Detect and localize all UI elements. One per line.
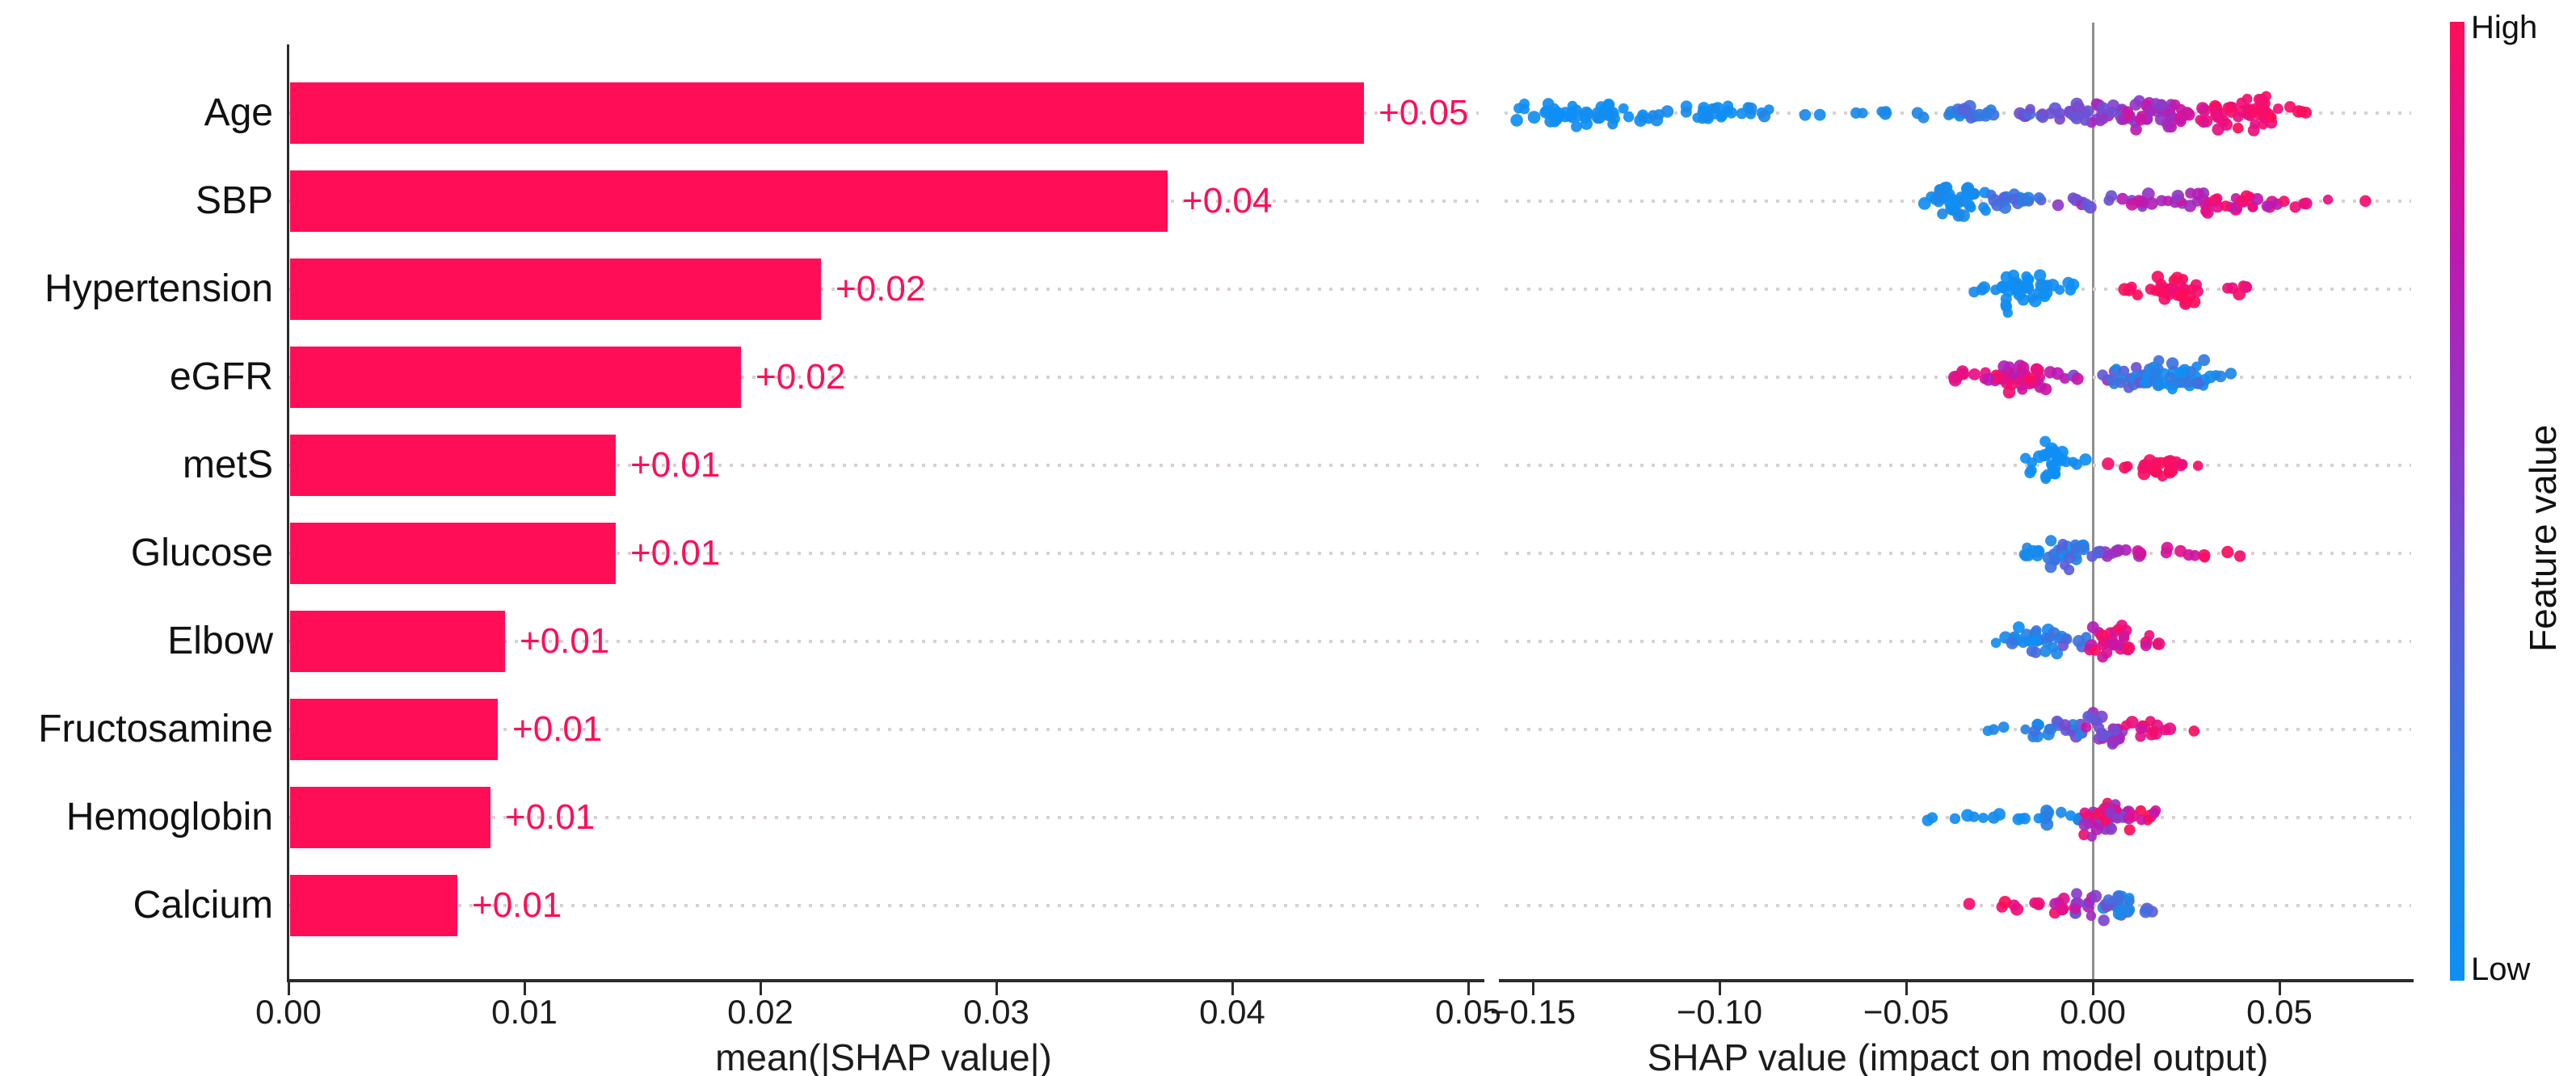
bar: [290, 435, 616, 496]
gridline: [288, 552, 1479, 555]
beeswarm-row-elbow: [1990, 620, 2166, 663]
beeswarm-row-glucose: [2018, 535, 2246, 576]
beeswarm-row-hemoglobin: [1921, 797, 2161, 842]
gridline: [1505, 464, 2411, 467]
left-xtick-label: 0.01: [491, 993, 558, 1031]
right-xtick-mark: [2092, 982, 2094, 995]
left-xtick-mark: [288, 982, 290, 995]
right-xtick-mark: [1905, 982, 1908, 995]
beeswarm-row-egfr: [1948, 354, 2237, 399]
beeswarm-row-sbp: [1917, 181, 2372, 222]
feature-label-glucose: Glucose: [130, 532, 273, 574]
right-panel-x-spine: [1499, 979, 2414, 982]
left-xtick-label: 0.00: [255, 993, 322, 1031]
gridline: [1505, 728, 2411, 731]
left-xtick-label: 0.05: [1435, 993, 1501, 1031]
beeswarm-row-age: [1510, 90, 2313, 137]
colorbar-title: Feature value: [2522, 424, 2564, 652]
feature-label-sbp: SBP: [195, 179, 273, 222]
gridline: [288, 816, 1479, 819]
feature-label-fructosamine: Fructosamine: [38, 708, 273, 750]
bar-value-label: +0.02: [756, 357, 846, 397]
right-xtick-mark: [2279, 982, 2281, 995]
gridline: [288, 464, 1479, 467]
left-xtick-label: 0.03: [963, 993, 1029, 1031]
left-panel-y-spine: [287, 44, 289, 981]
gridline: [288, 904, 1479, 907]
gridline: [288, 640, 1479, 643]
left-xtick-mark: [1467, 982, 1470, 995]
bar-value-label: +0.01: [630, 533, 721, 573]
colorbar-high-label: High: [2471, 10, 2538, 45]
colorbar-low-label: Low: [2471, 952, 2531, 987]
right-xtick-label: −0.10: [1676, 993, 1763, 1031]
gridline: [1505, 904, 2411, 907]
bar-value-label: +0.01: [630, 445, 721, 485]
beeswarm-row-fructosamine: [1982, 707, 2200, 750]
right-xtick-label: −0.05: [1863, 993, 1950, 1031]
left-xaxis-label: mean(|SHAP value|): [715, 1036, 1052, 1076]
bar-value-label: +0.04: [1182, 181, 1273, 221]
bar: [290, 699, 498, 760]
feature-label-calcium: Calcium: [133, 884, 273, 927]
beeswarm-row-calcium: [1963, 888, 2158, 927]
bar: [290, 82, 1364, 144]
bar-value-label: +0.01: [472, 885, 562, 925]
left-xtick-label: 0.04: [1199, 993, 1265, 1031]
bar-value-label: +0.01: [505, 797, 596, 837]
bar-value-label: +0.01: [512, 709, 603, 749]
right-xtick-label: 0.05: [2246, 993, 2313, 1031]
bar: [290, 611, 505, 672]
left-xtick-mark: [995, 982, 998, 995]
beeswarm-row-hypertension: [1968, 269, 2253, 318]
bar: [290, 170, 1168, 232]
gridline: [1505, 640, 2411, 643]
bar: [290, 258, 821, 320]
beeswarm-row-mets: [2020, 435, 2203, 485]
left-xtick-mark: [760, 982, 762, 995]
feature-label-hemoglobin: Hemoglobin: [65, 796, 273, 839]
right-xtick-label: −0.15: [1489, 993, 1576, 1031]
gridline: [288, 728, 1479, 731]
left-xtick-label: 0.02: [727, 993, 793, 1031]
right-xtick-mark: [1719, 982, 1721, 995]
bar-value-label: +0.05: [1378, 93, 1469, 132]
bar-value-label: +0.01: [520, 621, 610, 661]
bar: [290, 347, 741, 408]
colorbar: [2450, 22, 2464, 981]
gridline: [1505, 552, 2411, 555]
gridline: [1505, 288, 2411, 291]
feature-label-egfr: eGFR: [169, 355, 273, 398]
right-xaxis-label: SHAP value (impact on model output): [1647, 1036, 2269, 1076]
left-xtick-mark: [1231, 982, 1234, 995]
feature-label-mets: metS: [182, 443, 273, 486]
bar: [290, 875, 457, 936]
bar-value-label: +0.02: [836, 269, 926, 309]
bar: [290, 787, 490, 848]
feature-label-hypertension: Hypertension: [44, 267, 273, 310]
bar: [290, 523, 616, 584]
right-xtick-label: 0.00: [2060, 993, 2126, 1031]
right-xtick-mark: [1532, 982, 1534, 995]
feature-label-age: Age: [204, 91, 273, 134]
left-panel-x-spine: [287, 979, 1484, 982]
left-xtick-mark: [524, 982, 526, 995]
gridline: [288, 288, 1479, 291]
zero-line: [2092, 23, 2094, 980]
gridline: [288, 376, 1479, 379]
feature-label-elbow: Elbow: [167, 620, 273, 662]
